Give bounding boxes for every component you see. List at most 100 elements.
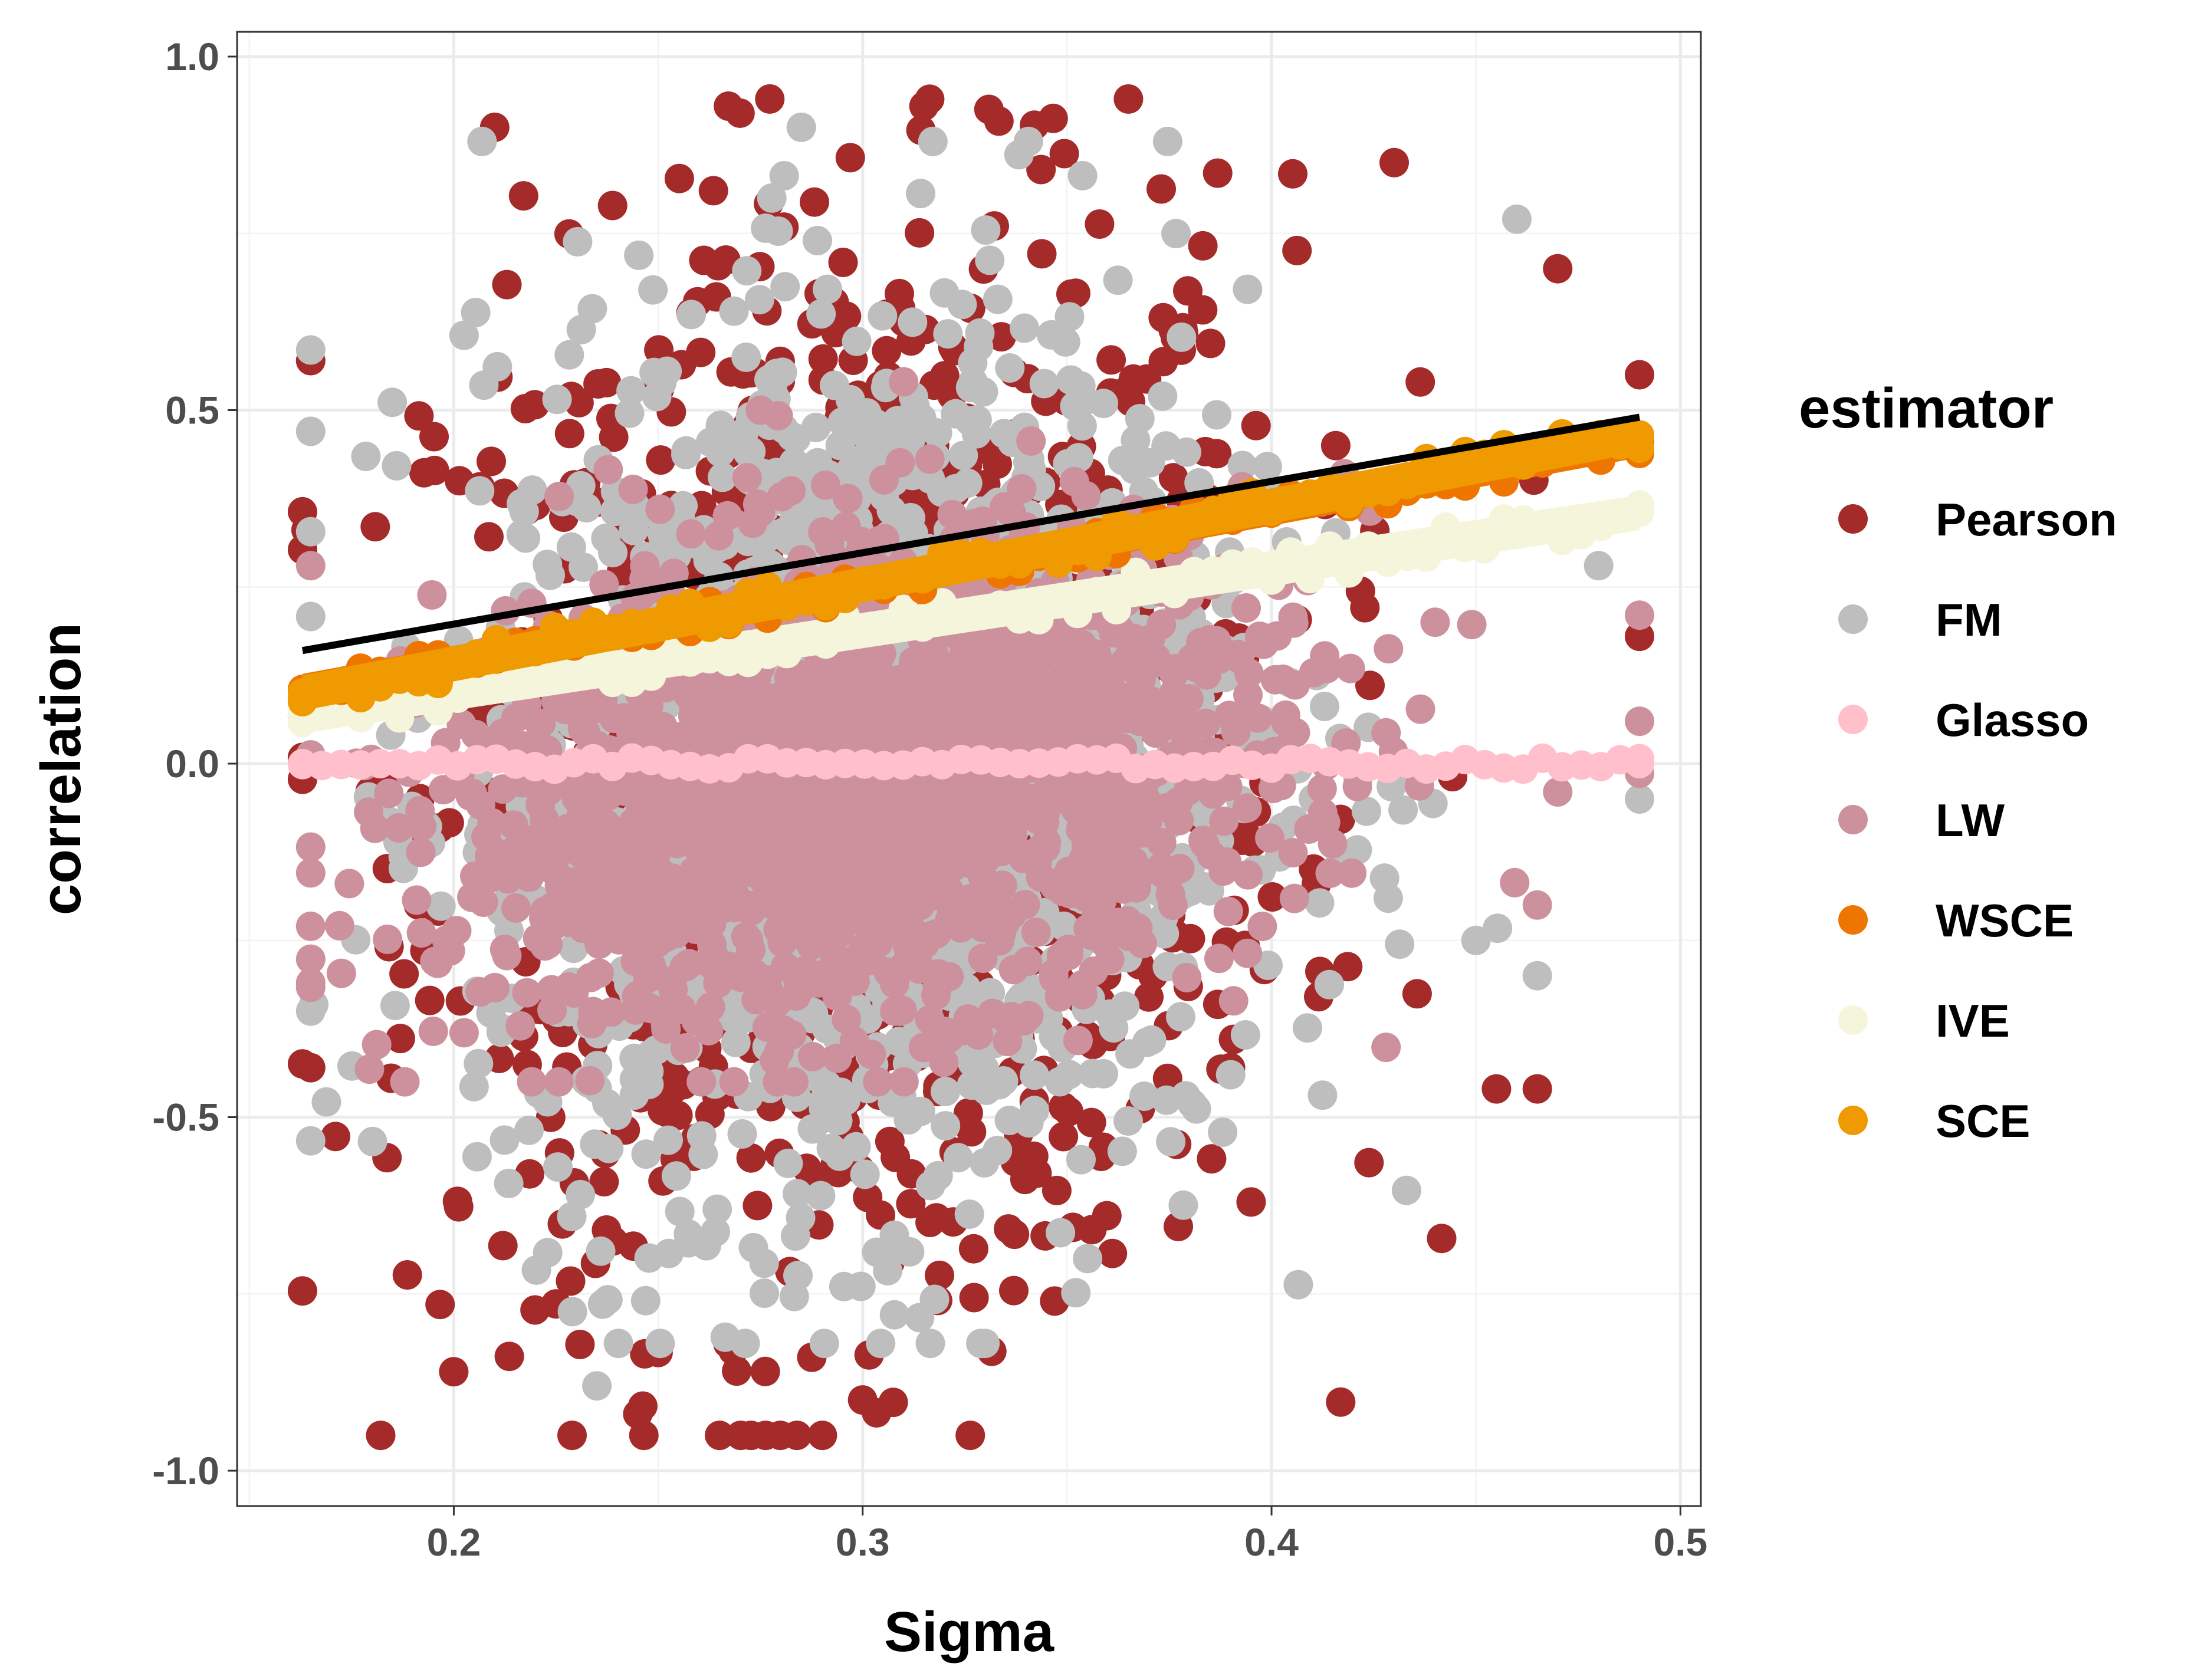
point-lw [362, 1030, 392, 1060]
point-lw [576, 767, 605, 797]
point-lw [846, 906, 876, 936]
point-lw [969, 799, 998, 829]
point-fm [1061, 1278, 1091, 1308]
point-lw [622, 771, 652, 801]
point-lw [550, 695, 580, 725]
point-fm [702, 1194, 732, 1224]
point-fm [652, 356, 682, 386]
point-fm [661, 1161, 691, 1191]
point-lw [423, 948, 452, 978]
point-fm [983, 1136, 1013, 1166]
point-pearson [1061, 278, 1090, 308]
point-lw [993, 1027, 1023, 1057]
band-end-glasso [1625, 749, 1655, 779]
point-pearson [492, 269, 522, 300]
point-lw [695, 867, 725, 897]
point-lw [1025, 694, 1055, 724]
point-lw [518, 847, 548, 877]
point-pearson [1481, 1074, 1512, 1104]
point-lw [1278, 602, 1308, 632]
point-lw [1625, 706, 1654, 737]
point-pearson [1027, 239, 1057, 269]
point-fm [554, 340, 584, 370]
point-fm [1044, 1067, 1075, 1097]
point-fm [1066, 1145, 1096, 1175]
point-fm [915, 1329, 945, 1359]
point-fm [763, 216, 793, 246]
point-lw [360, 813, 390, 843]
point-lw [984, 651, 1014, 681]
point-lw [784, 783, 814, 813]
point-lw [418, 1016, 448, 1046]
point-lw [765, 830, 795, 860]
point-fm [603, 1329, 633, 1359]
point-pearson [564, 387, 594, 417]
point-fm [382, 451, 412, 481]
point-fm [927, 477, 957, 507]
point-lw [589, 808, 619, 838]
point-fm [449, 320, 479, 350]
point-pearson [474, 522, 504, 552]
point-pearson [1077, 1215, 1107, 1245]
point-pearson [556, 1266, 586, 1296]
point-pearson [1203, 158, 1233, 188]
point-fm [602, 1100, 632, 1130]
point-fm [671, 439, 701, 469]
point-pearson [1148, 347, 1178, 377]
point-fm [797, 1114, 827, 1144]
point-lw [1161, 653, 1191, 683]
point-pearson [800, 187, 829, 217]
point-lw [764, 1036, 794, 1066]
point-lw [1053, 934, 1083, 964]
point-fm [962, 405, 992, 435]
point-lw [922, 919, 952, 949]
point-fm [757, 183, 787, 213]
point-fm [1252, 452, 1282, 482]
point-fm [786, 112, 816, 142]
point-lw [826, 708, 855, 738]
point-fm [896, 424, 926, 454]
point-lw [908, 1033, 938, 1063]
point-lw [755, 708, 786, 738]
point-lw [1405, 694, 1435, 724]
point-pearson [1173, 276, 1203, 306]
point-pearson [698, 176, 728, 206]
point-pearson [1355, 670, 1385, 701]
point-fm [1054, 302, 1085, 332]
point-fm [543, 1152, 573, 1182]
point-pearson [1096, 345, 1126, 375]
point-lw [457, 778, 487, 808]
point-pearson [557, 1421, 587, 1451]
point-lw [1231, 593, 1261, 623]
point-fm [931, 1076, 960, 1106]
point-lw [779, 1067, 809, 1097]
point-fm [380, 991, 410, 1021]
point-fm [750, 1278, 779, 1308]
point-pearson [1427, 1224, 1457, 1254]
point-lw [468, 887, 498, 917]
estimator-bands [287, 417, 1655, 784]
point-lw [644, 883, 674, 913]
point-fm [533, 1238, 563, 1268]
point-pearson [1354, 1148, 1384, 1178]
point-lw [827, 672, 857, 702]
point-pearson [415, 985, 445, 1015]
point-lw [955, 679, 985, 709]
point-pearson [1195, 328, 1226, 359]
point-pearson [1146, 174, 1176, 204]
point-lw [1155, 879, 1185, 909]
point-fm [295, 517, 326, 547]
point-lw [492, 941, 522, 971]
point-lw [1218, 986, 1249, 1016]
point-lw [878, 908, 908, 938]
point-fm [879, 1220, 909, 1250]
point-lw [597, 847, 627, 877]
point-fm [654, 1238, 684, 1268]
point-fm [1107, 1136, 1137, 1166]
point-fm [1156, 1127, 1186, 1157]
point-fm [1227, 451, 1257, 481]
point-lw [1003, 795, 1033, 825]
point-pearson [808, 344, 838, 374]
point-lw [878, 697, 908, 727]
point-fm [1522, 961, 1552, 991]
